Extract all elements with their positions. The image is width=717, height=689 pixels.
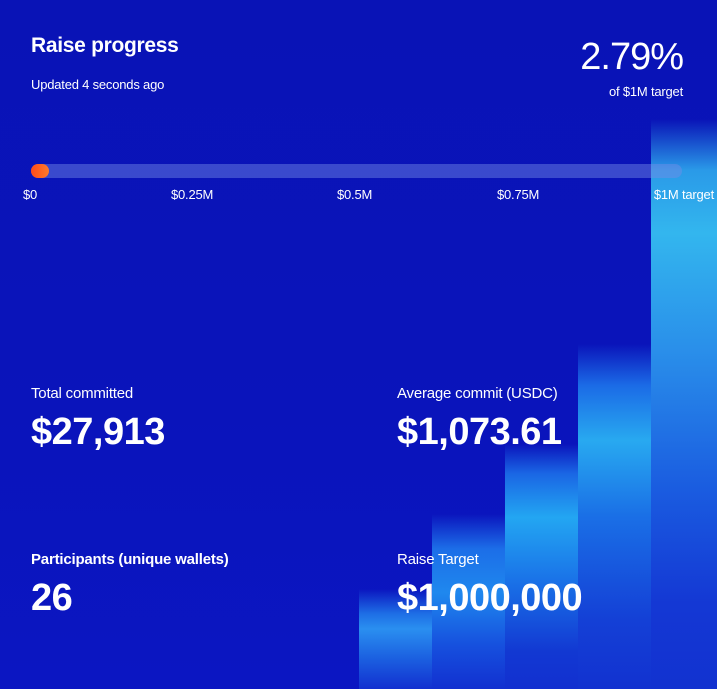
- decorative-light-column: [505, 444, 578, 689]
- progress-tick-label: $0.5M: [337, 187, 373, 202]
- participants-label: Participants (unique wallets): [31, 551, 229, 568]
- raise-target-value: $1,000,000: [397, 577, 583, 619]
- raise-target-label: Raise Target: [397, 551, 479, 568]
- progress-tick-label: $0.75M: [497, 187, 540, 202]
- updated-timestamp: Updated 4 seconds ago: [31, 77, 165, 92]
- progress-tick-label: $0.25M: [171, 187, 214, 202]
- participants-value: 26: [31, 577, 73, 619]
- progress-percent: 2.79%: [580, 36, 684, 78]
- decorative-light-column: [359, 589, 432, 689]
- average-commit-value: $1,073.61: [397, 411, 562, 453]
- progress-tick-label: $1M target: [653, 187, 714, 202]
- progress-fill: [31, 164, 50, 178]
- decorative-light-column: [651, 119, 717, 689]
- progress-percent-caption: of $1M target: [609, 84, 683, 99]
- progress-tick-label: $0: [23, 187, 38, 202]
- total-committed-value: $27,913: [31, 411, 165, 453]
- decorative-light-column: [578, 344, 651, 689]
- card-title: Raise progress: [31, 34, 179, 57]
- progress-track: [31, 164, 682, 178]
- total-committed-label: Total committed: [31, 385, 134, 402]
- decorative-light-column: [432, 514, 505, 689]
- average-commit-label: Average commit (USDC): [397, 385, 558, 402]
